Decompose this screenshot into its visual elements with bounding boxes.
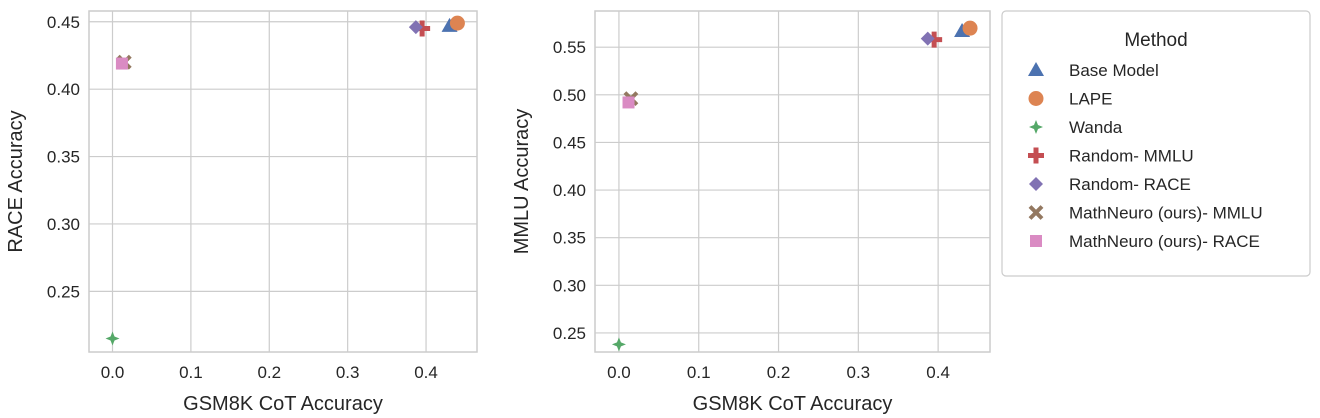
y-tick-label: 0.40 — [47, 80, 80, 99]
point-wanda — [611, 337, 626, 352]
plot-frame — [88, 10, 478, 353]
y-tick-label: 0.55 — [553, 38, 586, 57]
legend-label-base-model: Base Model — [1069, 61, 1159, 80]
x-tick-label: 0.4 — [414, 363, 438, 382]
legend-marker-random-race — [1029, 177, 1043, 191]
legend-label-wanda: Wanda — [1069, 118, 1123, 137]
legend-label-mathneuro-ours-race: MathNeuro (ours)- RACE — [1069, 232, 1260, 251]
point-random-race — [408, 20, 423, 35]
y-axis-label: MMLU Accuracy — [511, 109, 533, 255]
x-tick-label: 0.1 — [687, 363, 711, 382]
y-tick-label: 0.45 — [47, 13, 80, 32]
point-random-mmlu — [414, 20, 431, 37]
y-tick-label: 0.25 — [553, 324, 586, 343]
y-tick-label: 0.50 — [553, 86, 586, 105]
plot-area — [89, 11, 477, 352]
x-tick-label: 0.3 — [847, 363, 871, 382]
legend-label-random-mmlu: Random- MMLU — [1069, 147, 1194, 166]
legend-marker-wanda — [1029, 120, 1043, 134]
legend: Method Base Model LAPE Wanda Random- MMLU Ran… — [1001, 10, 1311, 277]
legend-marker-mathneuro-ours-race — [1030, 235, 1042, 247]
legend-label-mathneuro-ours-mmlu: MathNeuro (ours)- MMLU — [1069, 204, 1263, 223]
x-tick-label: 0.3 — [336, 363, 360, 382]
point-wanda — [105, 331, 120, 346]
y-tick-label: 0.35 — [553, 229, 586, 248]
y-tick-label: 0.35 — [47, 148, 80, 167]
plot-mmlu: 0.0 0.1 0.2 0.3 0.4 0.25 0.30 0.35 0.40 0.45 0.50 0… — [511, 10, 991, 415]
y-tick-label: 0.30 — [47, 215, 80, 234]
x-tick-label: 0.1 — [179, 363, 203, 382]
legend-box — [1001, 10, 1311, 277]
point-mathneuro-ours-race — [622, 96, 635, 109]
legend-title: Method — [1124, 30, 1187, 51]
x-tick-label: 0.0 — [101, 363, 125, 382]
x-tick-label: 0.4 — [926, 363, 950, 382]
x-axis-label: GSM8K CoT Accuracy — [693, 393, 893, 415]
legend-marker-base-model — [1028, 62, 1044, 76]
legend-label-random-race: Random- RACE — [1069, 175, 1191, 194]
legend-marker-lape — [1028, 91, 1044, 106]
plot-race: 0.0 0.1 0.2 0.3 0.4 0.25 0.30 0.35 0.40 0.45 GSM8K… — [5, 10, 478, 415]
y-tick-label: 0.45 — [553, 133, 586, 152]
x-tick-label: 0.2 — [767, 363, 791, 382]
x-axis-label: GSM8K CoT Accuracy — [183, 393, 383, 415]
point-mathneuro-ours-race — [115, 57, 128, 70]
y-axis-label: RACE Accuracy — [5, 110, 27, 252]
point-lape — [449, 15, 465, 31]
point-random-race — [920, 31, 935, 46]
x-tick-label: 0.0 — [607, 363, 631, 382]
point-lape — [962, 20, 978, 36]
y-tick-label: 0.40 — [553, 181, 586, 200]
y-tick-label: 0.25 — [47, 282, 80, 301]
point-random-mmlu — [926, 31, 943, 48]
y-tick-label: 0.30 — [553, 276, 586, 295]
legend-marker-mathneuro-ours-mmlu — [1028, 205, 1044, 220]
plot-frame — [594, 10, 991, 353]
plot-area — [595, 11, 990, 352]
x-tick-label: 0.2 — [257, 363, 281, 382]
legend-marker-random-mmlu — [1028, 147, 1044, 164]
legend-label-lape: LAPE — [1069, 90, 1112, 109]
